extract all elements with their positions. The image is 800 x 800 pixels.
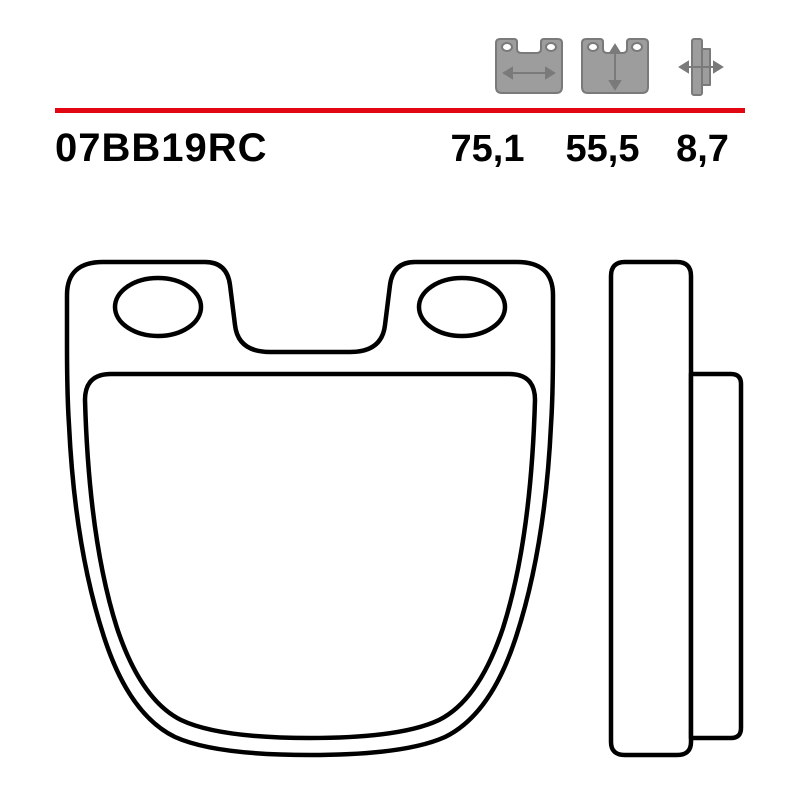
height-icon xyxy=(576,35,654,99)
width-icon xyxy=(490,35,568,99)
thickness-icon xyxy=(662,35,740,99)
value-width: 75,1 xyxy=(430,128,545,171)
part-number: 07BB19RC xyxy=(55,126,268,171)
divider-line xyxy=(55,108,745,113)
technical-drawings xyxy=(45,250,755,760)
side-view xyxy=(611,262,741,755)
spec-row: 07BB19RC 75,1 55,5 8,7 xyxy=(55,126,745,171)
value-height: 55,5 xyxy=(545,128,660,171)
value-thickness: 8,7 xyxy=(660,128,745,171)
front-view xyxy=(67,262,553,755)
diagram-container: 07BB19RC 75,1 55,5 8,7 xyxy=(0,0,800,800)
values-group: 75,1 55,5 8,7 xyxy=(430,128,745,171)
dimension-icons-row xyxy=(490,35,740,99)
